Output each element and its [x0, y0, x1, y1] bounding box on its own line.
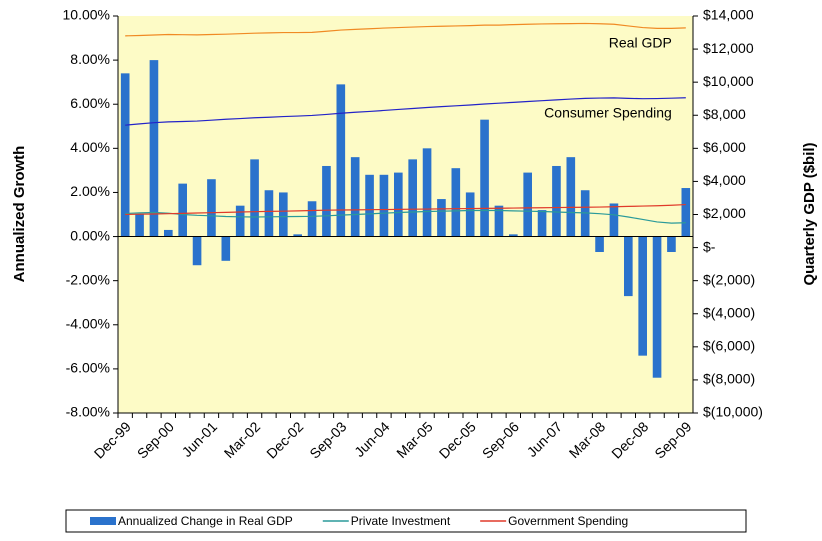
line — [125, 22, 686, 37]
legend-label: Private Investment — [351, 514, 451, 528]
y2-tick-label: $4,000 — [703, 172, 746, 188]
y2-tick-label: $12,000 — [703, 40, 754, 56]
line-label: Consumer Spending — [544, 104, 672, 120]
bar — [135, 214, 144, 237]
y2-tick-label: $(8,000) — [703, 371, 755, 387]
y-tick-label: 2.00% — [70, 183, 110, 199]
y-tick-label: 8.00% — [70, 51, 110, 67]
bar — [350, 157, 360, 237]
bar — [638, 236, 647, 356]
bar — [408, 159, 417, 237]
bar — [178, 183, 187, 237]
bar — [235, 205, 245, 237]
bar — [494, 205, 504, 237]
bar — [552, 165, 561, 237]
bar — [465, 192, 475, 237]
bar — [322, 165, 331, 237]
bar — [652, 236, 662, 378]
bar — [379, 174, 389, 237]
y2-tick-label: $(4,000) — [703, 304, 755, 320]
y-tick-label: 6.00% — [70, 95, 110, 111]
legend-box — [65, 509, 747, 533]
bar — [279, 192, 288, 237]
x-tick-label: Mar-08 — [566, 418, 609, 461]
y2-tick-label: $6,000 — [703, 139, 746, 155]
bar — [681, 188, 691, 237]
line-label: Real GDP — [609, 35, 672, 51]
x-tick-label: Mar-02 — [221, 418, 264, 461]
line — [125, 203, 686, 216]
bar — [595, 236, 604, 252]
legend: Annualized Change in Real GDP Private Inv… — [90, 514, 628, 528]
x-tick-label: Dec-05 — [436, 418, 479, 461]
x-tick-label: Mar-05 — [393, 418, 436, 461]
bar — [422, 148, 432, 237]
y-tick-label: -2.00% — [66, 271, 110, 287]
y-tick-label: 10.00% — [63, 7, 110, 23]
y-tick-label: 0.00% — [70, 227, 110, 243]
bar — [149, 60, 159, 237]
bar — [509, 234, 518, 237]
y-tick-label: -8.00% — [66, 404, 110, 420]
y2-tick-label: $(2,000) — [703, 271, 755, 287]
x-tick-label: Jun-04 — [351, 418, 393, 460]
y2-tick-label: $(6,000) — [703, 338, 755, 354]
bar — [164, 229, 173, 237]
bar — [451, 168, 461, 237]
y-tick-label: -4.00% — [66, 315, 110, 331]
bar — [264, 190, 274, 237]
bar — [365, 174, 374, 237]
y2-tick-label: $8,000 — [703, 106, 746, 122]
bar — [307, 201, 317, 237]
x-tick-label: Sep-00 — [134, 418, 177, 461]
bar — [667, 236, 676, 252]
y2-axis-title: Quarterly GDP ($bil) — [801, 142, 818, 285]
y-tick-label: -6.00% — [66, 360, 110, 376]
bar — [480, 119, 489, 237]
bar — [624, 236, 633, 297]
legend-label: Annualized Change in Real GDP — [118, 514, 293, 528]
y2-tick-label: $2,000 — [703, 205, 746, 221]
bar — [192, 236, 202, 266]
line — [125, 97, 686, 126]
legend-label: Government Spending — [508, 514, 628, 528]
x-tick-label: Sep-09 — [651, 418, 694, 461]
y2-tick-label: $- — [703, 238, 716, 254]
y-axis-title: Annualized Growth — [11, 146, 28, 283]
x-tick-label: Sep-03 — [306, 418, 349, 461]
y2-tick-label: $14,000 — [703, 7, 754, 23]
y-tick-label: 4.00% — [70, 139, 110, 155]
bar — [250, 159, 259, 237]
bar — [293, 234, 302, 237]
bar — [394, 172, 403, 237]
x-tick-label: Jun-07 — [524, 418, 566, 460]
bar — [523, 172, 532, 237]
legend-swatch — [90, 517, 116, 525]
bar — [336, 84, 346, 237]
bar — [609, 203, 619, 237]
bar — [221, 236, 231, 261]
y2-tick-label: $10,000 — [703, 73, 754, 89]
x-tick-label: Sep-06 — [479, 418, 522, 461]
bar — [207, 179, 216, 237]
x-tick-label: Dec-02 — [263, 418, 306, 461]
y2-tick-label: $(10,000) — [703, 404, 763, 420]
bar — [566, 157, 576, 237]
bar — [437, 199, 446, 237]
x-tick-label: Dec-99 — [91, 418, 134, 461]
line — [125, 209, 686, 224]
bar — [120, 73, 130, 237]
x-tick-label: Jun-01 — [179, 418, 221, 460]
bar — [537, 210, 547, 237]
x-tick-label: Dec-08 — [608, 418, 651, 461]
